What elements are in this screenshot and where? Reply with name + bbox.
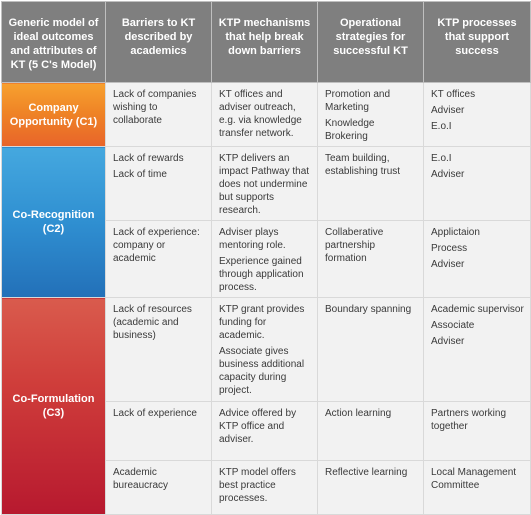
header-strategies: Operational strategies for successful KT <box>317 1 424 83</box>
barriers-cell: Lack of experience: company or academic <box>105 220 212 298</box>
process-text: Adviser <box>431 336 465 347</box>
table-row: Academic bureaucracy KTP model offers be… <box>2 460 531 515</box>
strategies-cell: Reflective learning <box>317 460 424 515</box>
process-text: Local Management Committee <box>431 467 517 491</box>
barrier-text: Lack of experience <box>113 408 197 419</box>
process-text: Applictaion <box>431 227 480 238</box>
strategy-text: Reflective learning <box>325 467 408 478</box>
process-text: Adviser <box>431 259 465 270</box>
barriers-cell: Lack of rewards Lack of time <box>105 146 212 221</box>
mechanism-text: KTP model offers best practice processes… <box>219 467 296 504</box>
group-co-formulation: Co-Formulation (C3) <box>1 297 106 515</box>
processes-cell: Academic supervisor Associate Adviser <box>423 297 531 402</box>
processes-cell: Partners working together <box>423 401 531 461</box>
barrier-text: Lack of time <box>113 169 167 180</box>
process-text: Adviser <box>431 169 465 180</box>
processes-cell: Applictaion Process Adviser <box>423 220 531 298</box>
process-text: Associate <box>431 320 475 331</box>
mechanisms-cell: KTP delivers an impact Pathway that does… <box>211 146 318 221</box>
mechanisms-cell: KT offices and adviser outreach, e.g. vi… <box>211 82 318 147</box>
process-text: E.o.I <box>431 121 452 132</box>
mechanism-text: KTP grant provides funding for academic. <box>219 304 305 341</box>
process-text: E.o.I <box>431 153 452 164</box>
barriers-cell: Lack of companies wishing to collaborate <box>105 82 212 147</box>
barriers-cell: Lack of experience <box>105 401 212 461</box>
mechanism-text: Experience gained through application pr… <box>219 256 304 293</box>
mechanism-text: Advice offered by KTP office and adviser… <box>219 408 297 445</box>
strategy-text: Boundary spanning <box>325 304 412 315</box>
processes-cell: KT offices Adviser E.o.I <box>423 82 531 147</box>
header-mechanisms: KTP mechanisms that help break down barr… <box>211 1 318 83</box>
table-row: Lack of experience: company or academic … <box>2 220 531 298</box>
mechanisms-cell: Adviser plays mentoring role. Experience… <box>211 220 318 298</box>
process-text: KT offices <box>431 89 476 100</box>
barrier-text: Lack of experience: company or academic <box>113 227 200 264</box>
strategy-text: Team building, establishing trust <box>325 153 401 177</box>
strategy-text: Collaberative partnership formation <box>325 227 384 264</box>
strategies-cell: Collaberative partnership formation <box>317 220 424 298</box>
mechanism-text: Adviser plays mentoring role. <box>219 227 286 251</box>
processes-cell: Local Management Committee <box>423 460 531 515</box>
mechanisms-cell: Advice offered by KTP office and adviser… <box>211 401 318 461</box>
mechanism-text: KTP delivers an impact Pathway that does… <box>219 153 310 216</box>
strategies-cell: Boundary spanning <box>317 297 424 402</box>
processes-cell: E.o.I Adviser <box>423 146 531 221</box>
mechanism-text: KT offices and adviser outreach, e.g. vi… <box>219 89 302 139</box>
process-text: Partners working together <box>431 408 507 432</box>
table-row: Company Opportunity (C1) Lack of compani… <box>1 82 531 147</box>
strategies-cell: Team building, establishing trust <box>317 146 424 221</box>
strategies-cell: Promotion and Marketing Knowledge Broker… <box>317 82 424 147</box>
barrier-text: Lack of resources (academic and business… <box>113 304 192 341</box>
barrier-text: Lack of companies wishing to collaborate <box>113 89 197 126</box>
table-row: Co-Recognition (C2) Lack of rewards Lack… <box>1 146 531 298</box>
group-co-recognition: Co-Recognition (C2) <box>1 146 106 298</box>
table-row: Co-Formulation (C3) Lack of resources (a… <box>1 297 531 515</box>
process-text: Process <box>431 243 468 254</box>
header-model: Generic model of ideal outcomes and attr… <box>1 1 106 83</box>
mechanism-text: Associate gives business additional capa… <box>219 346 305 396</box>
process-text: Adviser <box>431 105 465 116</box>
process-text: Academic supervisor <box>431 304 524 315</box>
mechanisms-cell: KTP grant provides funding for academic.… <box>211 297 318 402</box>
barrier-text: Lack of rewards <box>113 153 184 164</box>
barriers-cell: Lack of resources (academic and business… <box>105 297 212 402</box>
header-processes: KTP processes that support success <box>423 1 531 83</box>
strategy-text: Knowledge Brokering <box>325 118 375 142</box>
barriers-cell: Academic bureaucracy <box>105 460 212 515</box>
mechanisms-cell: KTP model offers best practice processes… <box>211 460 318 515</box>
strategy-text: Promotion and Marketing <box>325 89 391 113</box>
strategy-text: Action learning <box>325 408 392 419</box>
strategies-cell: Action learning <box>317 401 424 461</box>
header-row: Generic model of ideal outcomes and attr… <box>1 1 531 83</box>
barrier-text: Academic bureaucracy <box>113 467 169 491</box>
header-barriers: Barriers to KT described by academics <box>105 1 212 83</box>
group-company-opportunity: Company Opportunity (C1) <box>1 82 106 147</box>
